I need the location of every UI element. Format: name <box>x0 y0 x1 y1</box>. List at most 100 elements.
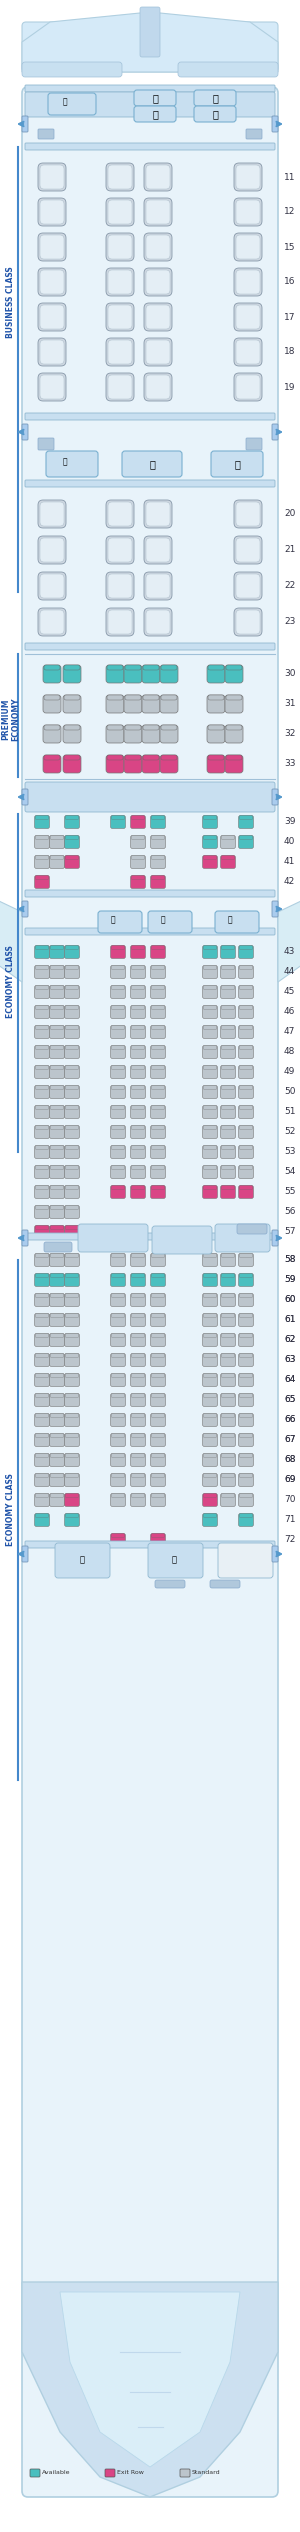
FancyBboxPatch shape <box>50 1494 64 1507</box>
FancyBboxPatch shape <box>106 268 134 296</box>
FancyArrowPatch shape <box>276 795 281 800</box>
FancyBboxPatch shape <box>34 1106 50 1119</box>
FancyBboxPatch shape <box>110 1372 125 1388</box>
FancyBboxPatch shape <box>238 1025 253 1038</box>
FancyBboxPatch shape <box>130 1253 146 1266</box>
FancyBboxPatch shape <box>151 1474 166 1486</box>
FancyBboxPatch shape <box>152 1185 164 1190</box>
Text: 58: 58 <box>284 1256 296 1263</box>
FancyBboxPatch shape <box>203 1046 217 1048</box>
FancyBboxPatch shape <box>25 1542 275 1547</box>
FancyBboxPatch shape <box>146 375 170 400</box>
Text: ECONOMY CLASS: ECONOMY CLASS <box>7 1474 16 1547</box>
FancyBboxPatch shape <box>50 1066 64 1079</box>
FancyBboxPatch shape <box>35 965 49 970</box>
FancyArrowPatch shape <box>19 906 24 912</box>
Text: 51: 51 <box>284 1106 296 1117</box>
FancyBboxPatch shape <box>110 1534 125 1547</box>
FancyBboxPatch shape <box>239 1005 253 1010</box>
FancyBboxPatch shape <box>221 1005 235 1010</box>
FancyBboxPatch shape <box>234 197 262 225</box>
FancyBboxPatch shape <box>130 1046 146 1058</box>
FancyBboxPatch shape <box>108 200 132 223</box>
FancyBboxPatch shape <box>130 1025 146 1038</box>
FancyBboxPatch shape <box>130 944 146 960</box>
FancyBboxPatch shape <box>35 1046 49 1048</box>
FancyBboxPatch shape <box>246 438 262 451</box>
FancyBboxPatch shape <box>221 944 235 950</box>
FancyBboxPatch shape <box>50 1025 64 1031</box>
FancyBboxPatch shape <box>130 1474 146 1486</box>
FancyBboxPatch shape <box>64 1334 80 1347</box>
Text: 59: 59 <box>284 1276 296 1284</box>
FancyBboxPatch shape <box>50 1393 64 1398</box>
FancyBboxPatch shape <box>112 1474 124 1479</box>
FancyBboxPatch shape <box>40 339 64 365</box>
FancyBboxPatch shape <box>38 337 66 367</box>
FancyBboxPatch shape <box>131 1294 145 1296</box>
Text: 42: 42 <box>284 879 295 886</box>
FancyBboxPatch shape <box>50 1372 64 1377</box>
FancyBboxPatch shape <box>25 891 275 896</box>
FancyBboxPatch shape <box>236 537 260 562</box>
FancyBboxPatch shape <box>203 1294 217 1296</box>
Text: 39: 39 <box>284 818 296 825</box>
FancyBboxPatch shape <box>38 268 66 296</box>
FancyBboxPatch shape <box>236 575 260 598</box>
Text: 66: 66 <box>284 1415 296 1426</box>
FancyBboxPatch shape <box>40 501 64 527</box>
Text: 🥤: 🥤 <box>234 458 240 468</box>
FancyBboxPatch shape <box>35 1453 49 1458</box>
FancyBboxPatch shape <box>246 129 262 139</box>
FancyBboxPatch shape <box>34 1144 50 1160</box>
FancyBboxPatch shape <box>236 501 260 527</box>
FancyBboxPatch shape <box>40 235 64 258</box>
FancyBboxPatch shape <box>130 1274 146 1286</box>
FancyBboxPatch shape <box>34 1005 50 1018</box>
FancyBboxPatch shape <box>106 233 134 261</box>
FancyBboxPatch shape <box>122 451 182 476</box>
FancyBboxPatch shape <box>43 755 61 772</box>
FancyBboxPatch shape <box>34 1165 50 1177</box>
FancyBboxPatch shape <box>35 1086 49 1089</box>
FancyBboxPatch shape <box>208 694 224 699</box>
FancyBboxPatch shape <box>208 724 224 729</box>
Text: 65: 65 <box>284 1395 296 1405</box>
FancyBboxPatch shape <box>226 694 242 699</box>
FancyBboxPatch shape <box>130 836 146 848</box>
FancyBboxPatch shape <box>35 1314 49 1317</box>
FancyBboxPatch shape <box>220 1025 236 1038</box>
FancyBboxPatch shape <box>108 165 132 190</box>
FancyBboxPatch shape <box>34 1086 50 1099</box>
FancyBboxPatch shape <box>106 724 124 742</box>
FancyBboxPatch shape <box>65 1225 79 1231</box>
FancyBboxPatch shape <box>203 1106 217 1109</box>
FancyBboxPatch shape <box>64 755 80 760</box>
FancyBboxPatch shape <box>65 1185 79 1190</box>
FancyBboxPatch shape <box>50 965 64 977</box>
FancyBboxPatch shape <box>131 1372 145 1377</box>
FancyBboxPatch shape <box>238 1433 253 1446</box>
FancyBboxPatch shape <box>239 1144 253 1150</box>
FancyBboxPatch shape <box>108 375 132 400</box>
FancyBboxPatch shape <box>130 1494 146 1507</box>
FancyBboxPatch shape <box>146 165 170 190</box>
FancyBboxPatch shape <box>50 1413 64 1426</box>
FancyBboxPatch shape <box>35 1144 49 1150</box>
FancyBboxPatch shape <box>238 1274 253 1286</box>
FancyBboxPatch shape <box>131 1046 145 1048</box>
FancyBboxPatch shape <box>34 1314 50 1327</box>
FancyBboxPatch shape <box>155 1580 185 1588</box>
Text: 61: 61 <box>284 1317 296 1324</box>
FancyBboxPatch shape <box>131 1025 145 1031</box>
FancyBboxPatch shape <box>50 1046 64 1058</box>
FancyBboxPatch shape <box>152 876 164 879</box>
FancyBboxPatch shape <box>239 1334 253 1337</box>
FancyBboxPatch shape <box>50 1334 64 1347</box>
FancyBboxPatch shape <box>151 836 166 848</box>
FancyBboxPatch shape <box>234 372 262 400</box>
FancyBboxPatch shape <box>238 1066 253 1079</box>
FancyBboxPatch shape <box>239 1514 253 1517</box>
FancyBboxPatch shape <box>130 1144 146 1160</box>
FancyBboxPatch shape <box>152 1025 164 1031</box>
